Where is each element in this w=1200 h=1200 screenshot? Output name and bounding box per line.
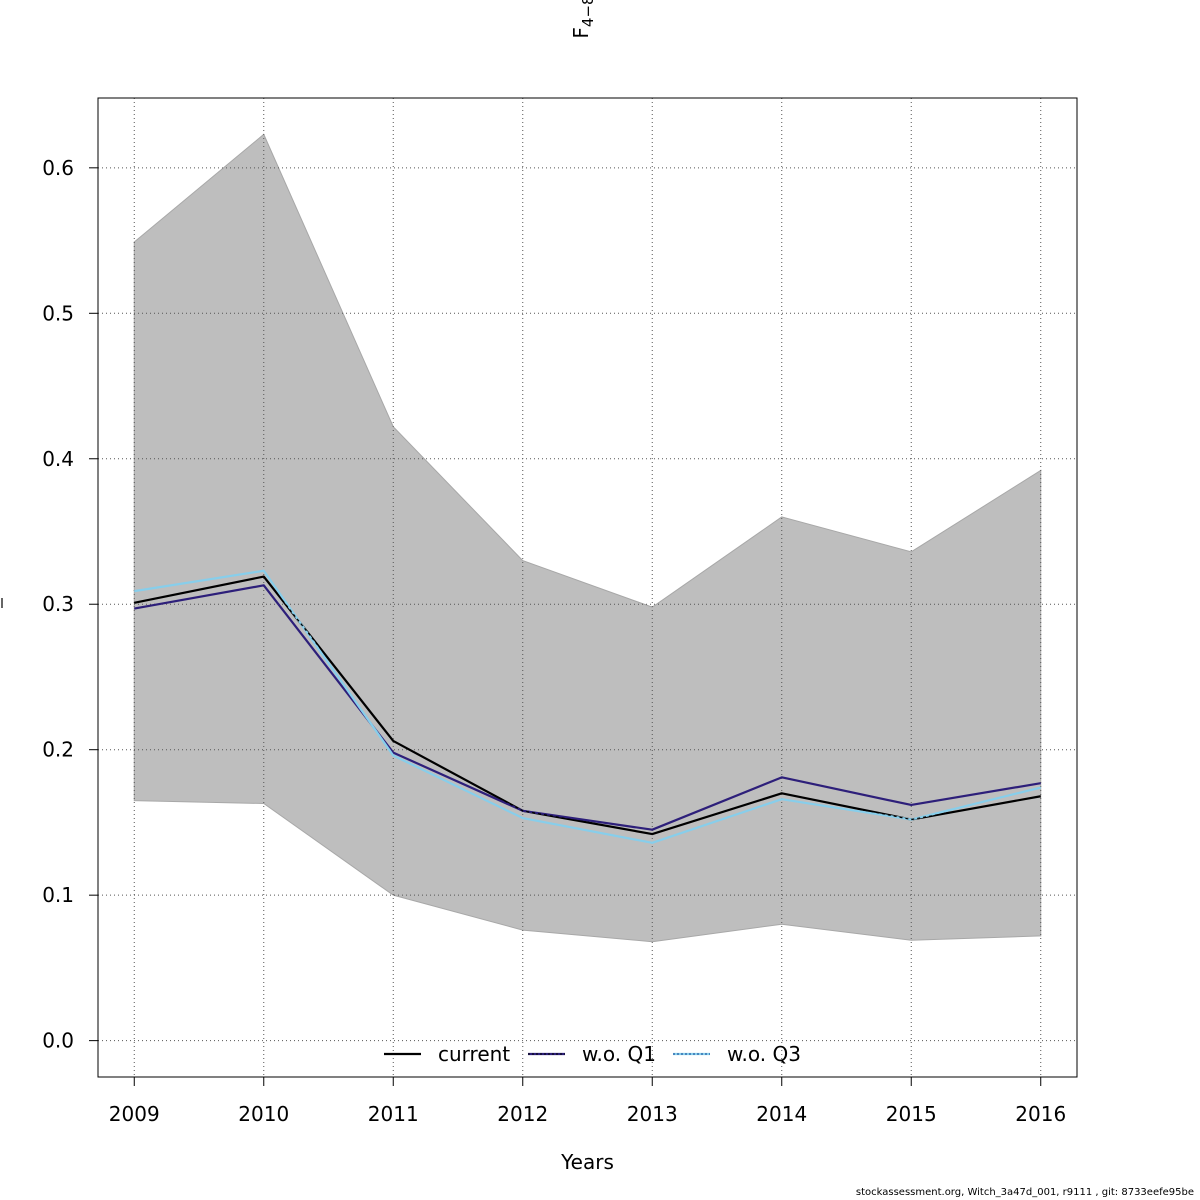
x-tick-label-2011: 2011 bbox=[368, 1102, 419, 1126]
y-tick-label-0.4: 0.4 bbox=[42, 447, 74, 471]
svg-text:F4−8: F4−8 bbox=[569, 0, 597, 39]
legend: current w.o. Q1 w.o. Q3 bbox=[384, 1042, 801, 1066]
y-axis-title: F4−8 bbox=[1, 0, 597, 608]
confidence-band-layer bbox=[133, 133, 1042, 943]
x-tick-label-2009: 2009 bbox=[109, 1102, 160, 1126]
x-axis-title: Years bbox=[560, 1150, 614, 1174]
footer-note: stockassessment.org, Witch_3a47d_001, r9… bbox=[855, 1187, 1194, 1198]
y-tick-label-0.2: 0.2 bbox=[42, 738, 74, 762]
x-tick-label-2010: 2010 bbox=[238, 1102, 289, 1126]
x-tick-label-2012: 2012 bbox=[497, 1102, 548, 1126]
x-tick-label-2014: 2014 bbox=[756, 1102, 807, 1126]
legend-label-2: w.o. Q3 bbox=[727, 1042, 801, 1066]
y-tick-label-0.5: 0.5 bbox=[42, 301, 74, 325]
series-line-2 bbox=[134, 569, 1042, 844]
x-tick-label-2013: 2013 bbox=[627, 1102, 678, 1126]
y-tick-label-0.1: 0.1 bbox=[42, 883, 74, 907]
series-layer bbox=[134, 569, 1042, 844]
x-tick-label-2015: 2015 bbox=[886, 1102, 937, 1126]
y-axis-title-subscript: 4−8 bbox=[579, 0, 597, 27]
legend-label-0: current bbox=[438, 1042, 510, 1066]
x-axis: 2009 2010 2011 2012 2013 2014 2015 2016 bbox=[109, 1076, 1066, 1126]
y-tick-label-0.3: 0.3 bbox=[42, 592, 74, 616]
y-tick-label-0.6: 0.6 bbox=[42, 156, 74, 180]
confidence-band bbox=[133, 133, 1042, 943]
y-axis-title-main: F bbox=[569, 27, 593, 39]
series-line-current-dotted-overlay bbox=[134, 575, 1041, 835]
y-tick-label-0.0: 0.0 bbox=[42, 1029, 74, 1053]
legend-label-1: w.o. Q1 bbox=[582, 1042, 656, 1066]
y-axis: 0.0 0.1 0.2 0.3 0.4 0.5 0.6 bbox=[42, 156, 98, 1053]
x-tick-label-2016: 2016 bbox=[1015, 1102, 1066, 1126]
series-line-1 bbox=[134, 584, 1041, 831]
